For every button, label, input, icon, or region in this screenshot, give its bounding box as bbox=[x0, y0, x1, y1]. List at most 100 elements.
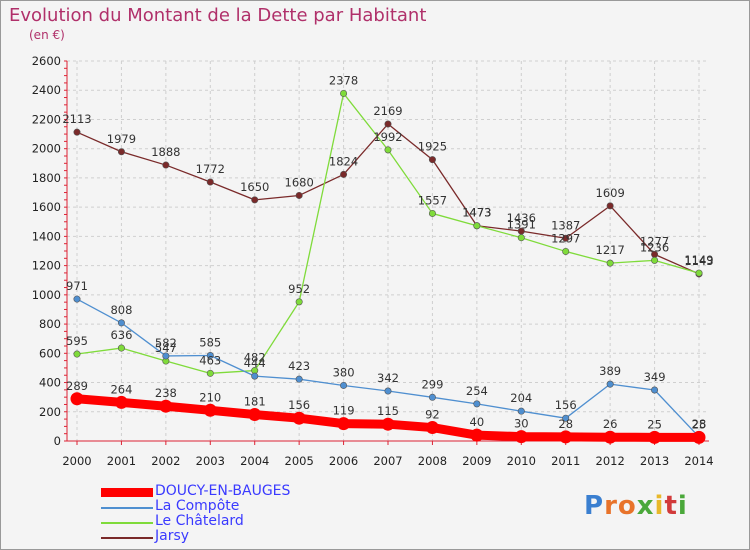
x-tick-label: 2002 bbox=[151, 454, 180, 468]
y-tick-label: 800 bbox=[39, 317, 61, 331]
data-label: 444 bbox=[244, 356, 266, 370]
data-point bbox=[428, 209, 436, 217]
data-label: 808 bbox=[110, 303, 132, 317]
data-label: 115 bbox=[377, 404, 399, 418]
data-point bbox=[73, 350, 81, 358]
data-label: 1557 bbox=[418, 193, 447, 207]
y-tick-label: 1600 bbox=[32, 200, 61, 214]
data-label: 1772 bbox=[196, 162, 225, 176]
series-layer bbox=[70, 89, 706, 444]
data-label: 349 bbox=[644, 370, 666, 384]
x-tick-label: 2001 bbox=[107, 454, 136, 468]
legend-swatch bbox=[101, 507, 153, 509]
data-point bbox=[514, 430, 528, 444]
data-label: 92 bbox=[425, 408, 440, 422]
x-tick-label: 2005 bbox=[285, 454, 314, 468]
data-label: 1979 bbox=[107, 132, 136, 146]
data-label-layer: 289 264 238 210 181 156 119 115 92 40 30 28 26 25 25 97… bbox=[62, 73, 713, 431]
legend-label: DOUCY-EN-BAUGES bbox=[155, 483, 291, 499]
y-tick-label: 600 bbox=[39, 346, 61, 360]
data-point bbox=[73, 295, 81, 303]
data-label: 1217 bbox=[596, 243, 625, 257]
data-label: 1236 bbox=[640, 240, 669, 254]
data-label: 204 bbox=[510, 391, 532, 405]
data-label: 25 bbox=[647, 417, 662, 431]
data-point bbox=[203, 403, 217, 417]
data-label: 2169 bbox=[373, 104, 402, 118]
data-point bbox=[562, 234, 570, 242]
x-tick-label: 2003 bbox=[196, 454, 225, 468]
x-tick-label: 2008 bbox=[418, 454, 447, 468]
data-label: 156 bbox=[288, 398, 310, 412]
proxiti-logo: Proxiti bbox=[584, 491, 688, 521]
data-label: 582 bbox=[155, 336, 177, 350]
data-point bbox=[162, 352, 170, 360]
y-tick-label: 400 bbox=[39, 376, 61, 390]
data-point bbox=[159, 399, 173, 413]
data-point bbox=[251, 196, 259, 204]
data-point bbox=[562, 414, 570, 422]
data-label: 1609 bbox=[596, 186, 625, 200]
legend-label: Le Châtelard bbox=[155, 513, 244, 529]
data-point bbox=[473, 400, 481, 408]
data-point bbox=[340, 381, 348, 389]
data-point bbox=[337, 417, 351, 431]
data-label: 28 bbox=[692, 417, 707, 431]
data-point bbox=[251, 372, 259, 380]
data-point bbox=[651, 386, 659, 394]
x-tick-label: 2006 bbox=[329, 454, 358, 468]
data-label: 2378 bbox=[329, 73, 358, 87]
y-tick-label: 1200 bbox=[32, 259, 61, 273]
data-label: 264 bbox=[110, 382, 132, 396]
data-point bbox=[692, 430, 706, 444]
x-tick-label: 2014 bbox=[684, 454, 713, 468]
data-label: 289 bbox=[66, 379, 88, 393]
data-point bbox=[295, 375, 303, 383]
data-label: 1650 bbox=[240, 180, 269, 194]
data-label: 26 bbox=[603, 417, 618, 431]
y-tick-label: 200 bbox=[39, 405, 61, 419]
data-point bbox=[292, 411, 306, 425]
data-point bbox=[117, 319, 125, 327]
legend-swatch bbox=[101, 537, 153, 539]
data-point bbox=[651, 256, 659, 264]
axis-layer: 0 200 400 600 800 1000 1200 1400 1600 1800 2000 220… bbox=[32, 54, 714, 468]
data-label: 463 bbox=[199, 353, 221, 367]
data-label: 254 bbox=[466, 384, 488, 398]
data-point bbox=[428, 393, 436, 401]
x-tick-label: 2013 bbox=[640, 454, 669, 468]
data-label: 423 bbox=[288, 359, 310, 373]
x-tick-label: 2011 bbox=[551, 454, 580, 468]
data-point bbox=[162, 161, 170, 169]
chart-subtitle: (en €) bbox=[29, 28, 65, 42]
data-point bbox=[340, 170, 348, 178]
data-point bbox=[470, 428, 484, 442]
line-chart: 0 200 400 600 800 1000 1200 1400 1600 1800 2000 220… bbox=[32, 54, 714, 468]
data-label: 30 bbox=[514, 417, 529, 431]
y-tick-label: 1400 bbox=[32, 229, 61, 243]
data-label: 238 bbox=[155, 386, 177, 400]
legend-label: Jarsy bbox=[155, 528, 190, 544]
data-label: 1277 bbox=[640, 234, 669, 248]
data-point bbox=[428, 156, 436, 164]
y-tick-label: 2000 bbox=[32, 142, 61, 156]
data-point bbox=[648, 430, 662, 444]
data-label: 28 bbox=[558, 417, 573, 431]
x-tick-label: 2010 bbox=[507, 454, 536, 468]
legend-swatch bbox=[101, 522, 153, 524]
y-tick-label: 1800 bbox=[32, 171, 61, 185]
data-label: 1473 bbox=[462, 206, 491, 220]
data-point bbox=[117, 344, 125, 352]
data-label: 482 bbox=[244, 351, 266, 365]
data-point bbox=[206, 369, 214, 377]
data-label: 156 bbox=[555, 398, 577, 412]
data-point bbox=[295, 298, 303, 306]
chart-title: Evolution du Montant de la Dette par Hab… bbox=[9, 5, 427, 26]
data-label: 210 bbox=[199, 390, 221, 404]
data-point bbox=[606, 380, 614, 388]
data-label: 952 bbox=[288, 282, 310, 296]
data-point bbox=[295, 191, 303, 199]
data-label: 119 bbox=[333, 404, 355, 418]
data-label: 380 bbox=[333, 365, 355, 379]
data-label: 1143 bbox=[684, 254, 713, 268]
